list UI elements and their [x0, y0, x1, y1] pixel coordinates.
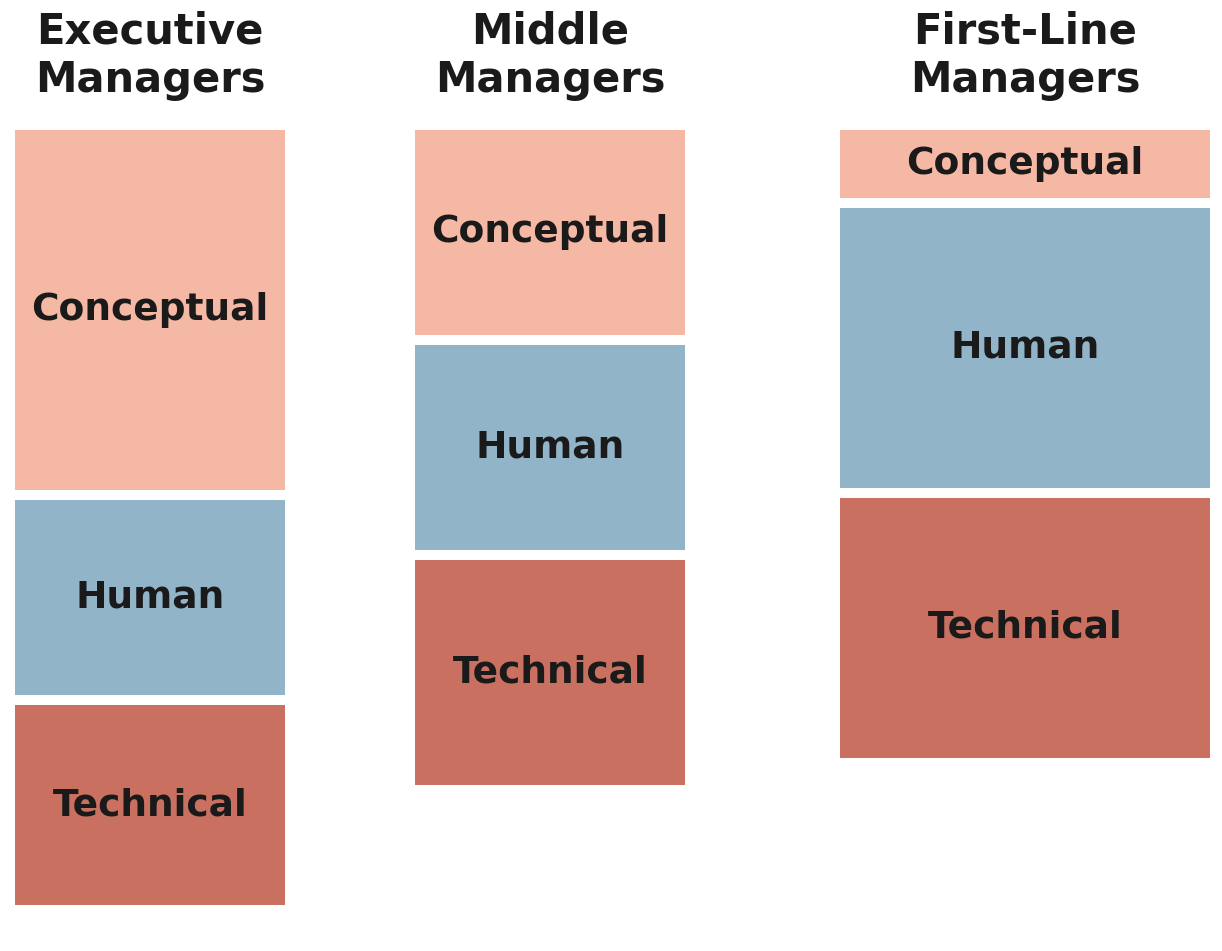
- Bar: [15, 705, 285, 905]
- Text: Human: Human: [76, 579, 225, 615]
- Bar: [415, 560, 686, 785]
- Bar: [415, 345, 686, 550]
- Bar: [840, 208, 1210, 488]
- Bar: [15, 500, 285, 695]
- Text: First-Line
Managers: First-Line Managers: [909, 10, 1140, 101]
- Text: Technical: Technical: [927, 610, 1122, 646]
- Text: Human: Human: [951, 330, 1100, 366]
- Bar: [840, 498, 1210, 758]
- Text: Conceptual: Conceptual: [431, 215, 668, 250]
- Text: Technical: Technical: [53, 787, 247, 823]
- Text: Middle
Managers: Middle Managers: [435, 10, 665, 101]
- Text: Technical: Technical: [452, 654, 648, 690]
- Bar: [415, 130, 686, 335]
- Text: Human: Human: [475, 430, 624, 465]
- Text: Executive
Managers: Executive Managers: [34, 10, 265, 101]
- Text: Conceptual: Conceptual: [32, 292, 269, 328]
- Bar: [15, 130, 285, 490]
- Bar: [840, 130, 1210, 198]
- Text: Conceptual: Conceptual: [907, 146, 1144, 182]
